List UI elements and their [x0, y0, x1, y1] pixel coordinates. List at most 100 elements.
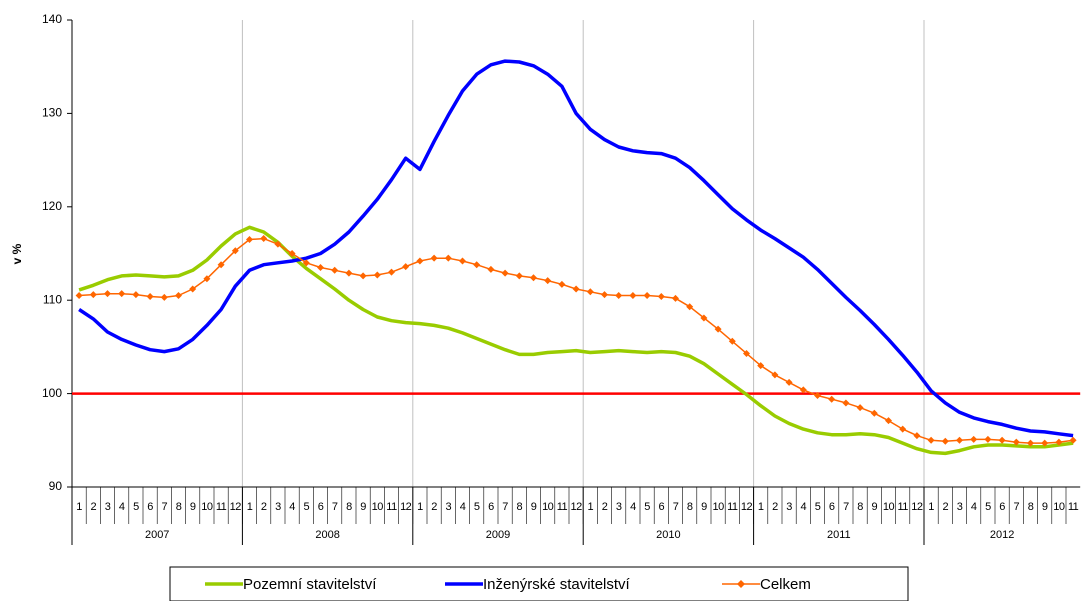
- data-point: [444, 254, 452, 262]
- x-tick-label: 11: [216, 501, 227, 513]
- data-point: [998, 436, 1006, 444]
- data-point: [260, 235, 268, 243]
- x-tick-label: 11: [557, 501, 568, 513]
- data-point: [416, 257, 424, 265]
- series-line: [78, 225, 1074, 456]
- data-point: [317, 264, 324, 272]
- x-tick-label: 5: [474, 501, 480, 513]
- data-point: [558, 280, 566, 288]
- x-tick-label: 3: [105, 501, 111, 513]
- data-point: [246, 235, 253, 243]
- data-point: [515, 272, 523, 280]
- legend-marker: [737, 580, 745, 588]
- data-point: [586, 288, 594, 296]
- data-point: [1027, 439, 1034, 447]
- x-tick-label: 7: [502, 501, 508, 513]
- data-point: [686, 303, 694, 311]
- x-tick-label: 11: [727, 501, 738, 513]
- data-point: [870, 409, 878, 417]
- x-tick-label: 2: [602, 501, 608, 513]
- data-point: [274, 240, 282, 248]
- data-point: [373, 271, 381, 279]
- x-tick-label: 9: [190, 501, 196, 513]
- x-tick-label: 7: [673, 501, 679, 513]
- x-tick-label: 2: [90, 501, 96, 513]
- x-tick-label: 1: [247, 501, 253, 513]
- data-point: [1041, 439, 1049, 447]
- x-tick-label: 8: [346, 501, 352, 513]
- x-tick-label: 7: [1013, 501, 1019, 513]
- data-point: [530, 274, 537, 282]
- x-tick-label: 12: [400, 501, 412, 513]
- x-tick-label: 7: [161, 501, 167, 513]
- data-point: [231, 247, 239, 255]
- x-tick-label: 9: [701, 501, 707, 513]
- data-point: [217, 261, 225, 269]
- data-point: [132, 291, 140, 299]
- data-point: [913, 432, 921, 440]
- data-point: [203, 275, 211, 283]
- data-point: [842, 399, 850, 407]
- y-tick-label: 120: [42, 199, 62, 213]
- data-point: [302, 259, 310, 267]
- year-label: 2011: [827, 529, 851, 541]
- x-tick-label: 9: [531, 501, 537, 513]
- x-tick-label: 11: [1068, 501, 1079, 513]
- y-tick-label: 130: [42, 106, 62, 120]
- x-tick-label: 11: [897, 501, 908, 513]
- data-point: [757, 362, 765, 370]
- x-tick-label: 8: [687, 501, 693, 513]
- x-tick-label: 8: [516, 501, 522, 513]
- x-tick-label: 3: [275, 501, 281, 513]
- x-tick-label: 1: [76, 501, 82, 513]
- data-point: [728, 337, 736, 345]
- x-tick-label: 4: [289, 501, 295, 513]
- year-label: 2009: [486, 529, 510, 541]
- x-tick-label: 2: [772, 501, 778, 513]
- data-point: [643, 292, 651, 300]
- data-point: [1012, 438, 1020, 446]
- x-tick-label: 4: [630, 501, 636, 513]
- x-tick-label: 10: [542, 501, 554, 513]
- x-tick-label: 11: [386, 501, 397, 513]
- x-tick-label: 5: [133, 501, 139, 513]
- data-point: [331, 266, 339, 274]
- x-tick-label: 9: [1042, 501, 1048, 513]
- data-point: [288, 250, 296, 257]
- x-tick-label: 6: [147, 501, 153, 513]
- data-point: [501, 269, 509, 277]
- y-tick-label: 140: [42, 12, 62, 26]
- data-point: [771, 371, 779, 379]
- data-point: [856, 404, 864, 412]
- data-point: [359, 272, 367, 280]
- x-tick-label: 2: [942, 501, 948, 513]
- x-tick-label: 10: [712, 501, 724, 513]
- x-tick-label: 10: [372, 501, 384, 513]
- x-tick-label: 6: [318, 501, 324, 513]
- data-point: [89, 291, 97, 299]
- data-point: [700, 314, 708, 322]
- data-point: [189, 285, 197, 293]
- data-point: [956, 436, 963, 444]
- data-point: [1069, 436, 1077, 444]
- data-point: [743, 349, 750, 357]
- x-tick-label: 9: [360, 501, 366, 513]
- y-tick-label: 110: [43, 292, 62, 306]
- x-tick-label: 12: [230, 501, 242, 513]
- data-point: [629, 292, 637, 300]
- x-tick-label: 10: [1053, 501, 1065, 513]
- data-point: [544, 277, 552, 285]
- data-point: [615, 292, 623, 300]
- x-tick-label: 4: [119, 501, 125, 513]
- x-tick-label: 7: [843, 501, 849, 513]
- data-point: [941, 437, 949, 445]
- x-tick-label: 5: [644, 501, 650, 513]
- x-tick-label: 4: [800, 501, 806, 513]
- data-point: [785, 378, 793, 386]
- x-tick-label: 5: [985, 501, 991, 513]
- x-tick-label: 3: [957, 501, 963, 513]
- data-point: [657, 292, 665, 300]
- year-label: 2008: [315, 529, 339, 541]
- data-point: [601, 291, 608, 299]
